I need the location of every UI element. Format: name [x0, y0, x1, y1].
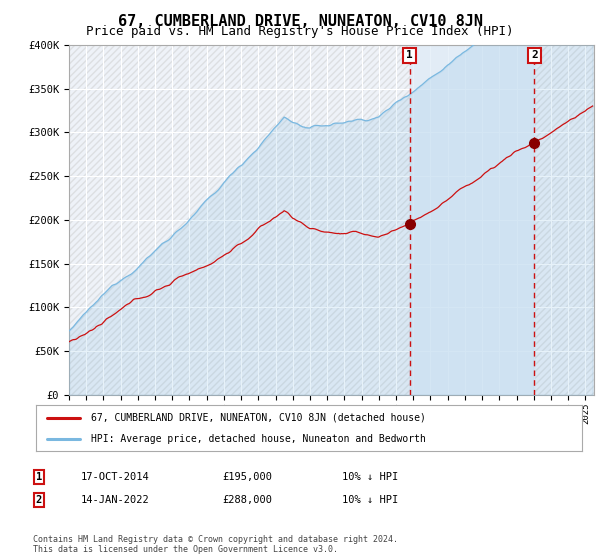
Text: Price paid vs. HM Land Registry's House Price Index (HPI): Price paid vs. HM Land Registry's House … — [86, 25, 514, 38]
Text: 10% ↓ HPI: 10% ↓ HPI — [342, 495, 398, 505]
Text: 14-JAN-2022: 14-JAN-2022 — [81, 495, 150, 505]
Text: Contains HM Land Registry data © Crown copyright and database right 2024.
This d: Contains HM Land Registry data © Crown c… — [33, 535, 398, 554]
Text: £288,000: £288,000 — [222, 495, 272, 505]
Text: 10% ↓ HPI: 10% ↓ HPI — [342, 472, 398, 482]
Bar — [69, 45, 410, 395]
Text: 1: 1 — [406, 50, 413, 60]
Text: £195,000: £195,000 — [222, 472, 272, 482]
Text: 1: 1 — [36, 472, 42, 482]
Text: 2: 2 — [36, 495, 42, 505]
Bar — [535, 45, 594, 395]
Text: 17-OCT-2014: 17-OCT-2014 — [81, 472, 150, 482]
Text: 67, CUMBERLAND DRIVE, NUNEATON, CV10 8JN (detached house): 67, CUMBERLAND DRIVE, NUNEATON, CV10 8JN… — [91, 413, 425, 423]
Text: 2: 2 — [531, 50, 538, 60]
Text: 67, CUMBERLAND DRIVE, NUNEATON, CV10 8JN: 67, CUMBERLAND DRIVE, NUNEATON, CV10 8JN — [118, 14, 482, 29]
Bar — [410, 45, 535, 395]
Text: HPI: Average price, detached house, Nuneaton and Bedworth: HPI: Average price, detached house, Nune… — [91, 435, 425, 444]
